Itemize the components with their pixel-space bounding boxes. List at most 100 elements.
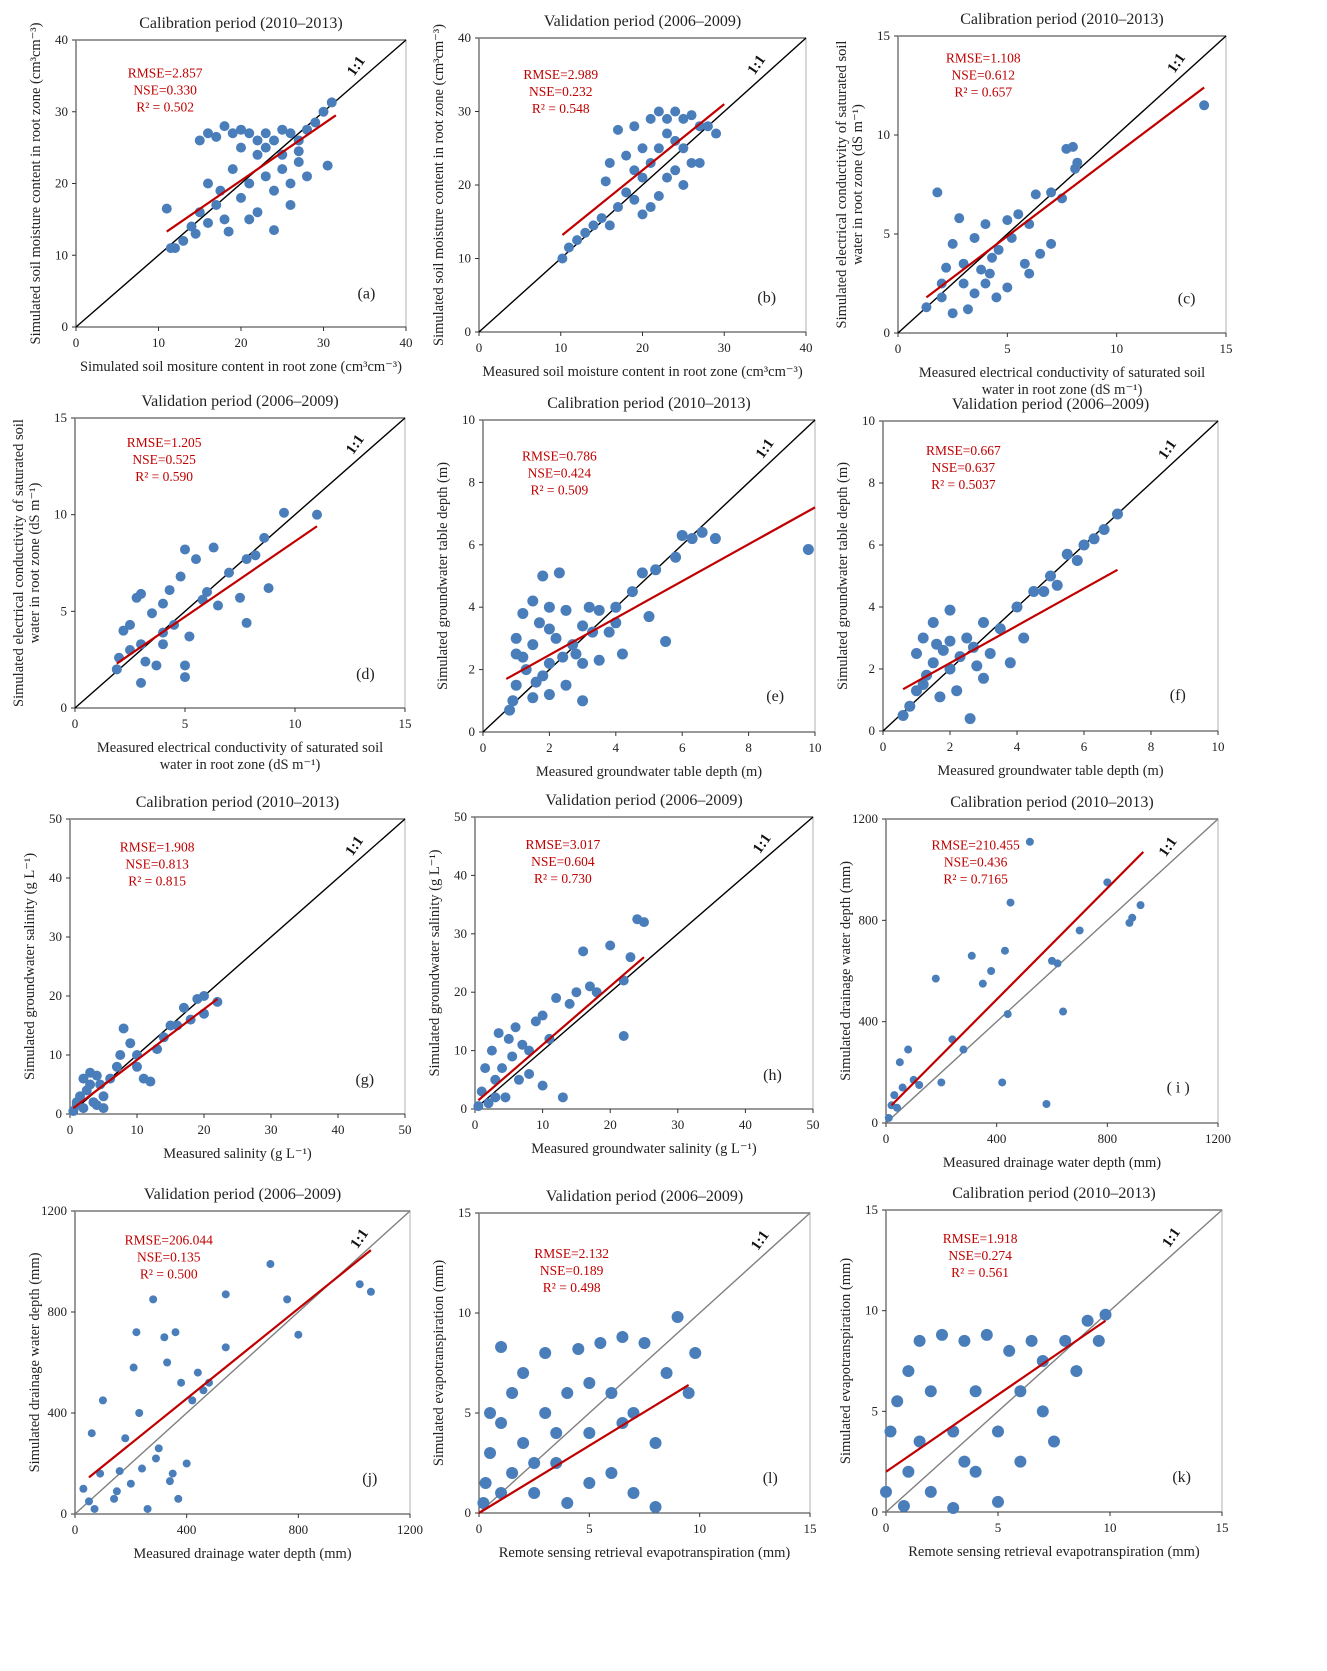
- x-tick-label: 2: [947, 739, 954, 754]
- x-tick-label: 10: [152, 335, 165, 350]
- x-tick-label: 10: [1104, 1520, 1117, 1535]
- data-point: [87, 1429, 96, 1438]
- data-point: [486, 1045, 497, 1056]
- data-point: [138, 1464, 146, 1473]
- data-point: [1061, 548, 1073, 560]
- stat-text: RMSE=2.989: [523, 67, 598, 82]
- data-point: [473, 1101, 484, 1112]
- data-point: [530, 676, 542, 688]
- data-point: [184, 631, 195, 642]
- y-axis-label: water in root zone (dS m⁻¹): [27, 483, 43, 644]
- data-point: [557, 651, 569, 663]
- regression-line: [902, 568, 1119, 691]
- data-point: [537, 1080, 548, 1091]
- data-point: [235, 592, 245, 603]
- data-point: [537, 1010, 548, 1021]
- y-tick-label: 8: [869, 475, 876, 490]
- regression-line: [72, 998, 219, 1109]
- x-tick-label: 2: [546, 740, 553, 755]
- y-tick-label: 20: [458, 177, 471, 192]
- data-point: [676, 529, 688, 541]
- data-point: [203, 128, 213, 139]
- data-point: [236, 192, 246, 203]
- y-tick-label: 40: [458, 30, 471, 45]
- stat-text: RMSE=3.017: [525, 837, 600, 852]
- data-point: [151, 1454, 160, 1463]
- data-point: [987, 252, 998, 263]
- data-point: [913, 1435, 926, 1448]
- data-point: [302, 171, 312, 182]
- x-tick-label: 0: [883, 1131, 890, 1146]
- panel-title: Calibration period (2010–2013): [950, 794, 1154, 811]
- y-tick-label: 50: [454, 809, 467, 824]
- x-tick-label: 0: [476, 340, 483, 355]
- data-point: [670, 135, 681, 146]
- x-tick-label: 1200: [397, 1522, 423, 1537]
- x-tick-label: 20: [198, 1122, 211, 1137]
- stat-text: RMSE=0.667: [926, 443, 1001, 458]
- x-tick-label: 40: [400, 335, 413, 350]
- data-point: [998, 1078, 1007, 1087]
- data-point: [326, 97, 337, 108]
- data-point: [163, 1358, 172, 1367]
- data-point: [921, 302, 932, 313]
- data-point: [528, 1487, 541, 1499]
- data-point: [1019, 258, 1030, 269]
- data-point: [517, 607, 529, 619]
- stat-text: R² = 0.590: [135, 469, 193, 484]
- data-point: [252, 207, 263, 218]
- data-point: [178, 1002, 189, 1013]
- data-point: [510, 679, 522, 691]
- panel-title: Calibration period (2010–2013): [136, 794, 340, 811]
- data-point: [660, 1367, 673, 1379]
- data-point: [583, 601, 595, 613]
- data-point: [961, 632, 973, 644]
- data-point: [563, 242, 574, 253]
- x-axis-label: Measured soil moisture content in root z…: [482, 364, 803, 380]
- data-point: [897, 710, 909, 721]
- data-point: [583, 1477, 596, 1489]
- y-axis-label: Simulated groundwater table depth (m): [835, 462, 851, 690]
- y-tick-label: 4: [469, 599, 476, 614]
- x-tick-label: 10: [693, 1521, 706, 1536]
- data-point: [603, 626, 615, 638]
- y-tick-label: 400: [48, 1405, 68, 1420]
- x-axis-label: Measured salinity (g L⁻¹): [163, 1146, 312, 1162]
- data-point: [645, 113, 656, 124]
- data-point: [177, 1378, 186, 1387]
- data-point: [605, 940, 616, 951]
- data-point: [561, 1497, 574, 1509]
- data-point: [944, 663, 956, 675]
- data-point: [572, 1343, 585, 1355]
- data-point: [1046, 238, 1057, 249]
- data-point: [517, 651, 529, 663]
- panel-i: 0 400 800 1200040080012001:1RMSE=210.455NSE…: [838, 794, 1231, 1171]
- data-point: [583, 1377, 596, 1389]
- data-point: [895, 1058, 904, 1067]
- data-point: [616, 648, 628, 660]
- y-tick-label: 0: [61, 700, 68, 715]
- data-point: [484, 1447, 497, 1459]
- x-axis-label: water in root zone (dS m⁻¹): [982, 382, 1143, 398]
- x-tick-label: 8: [1148, 739, 1155, 754]
- data-point: [1036, 1355, 1049, 1367]
- data-point: [212, 996, 223, 1007]
- data-point: [244, 178, 255, 189]
- data-point: [118, 1023, 129, 1034]
- data-point: [904, 700, 916, 712]
- data-point: [978, 672, 989, 684]
- data-point: [917, 679, 929, 690]
- data-point: [915, 1081, 924, 1089]
- x-tick-label: 40: [332, 1122, 345, 1137]
- data-point: [219, 214, 230, 225]
- data-point: [944, 635, 956, 647]
- x-tick-label: 6: [679, 740, 686, 755]
- data-point: [1002, 282, 1013, 293]
- y-tick-label: 1200: [41, 1203, 67, 1218]
- x-tick-label: 20: [604, 1117, 617, 1132]
- panel-label: (l): [763, 1470, 778, 1487]
- data-point: [252, 149, 263, 160]
- data-point: [78, 1103, 89, 1114]
